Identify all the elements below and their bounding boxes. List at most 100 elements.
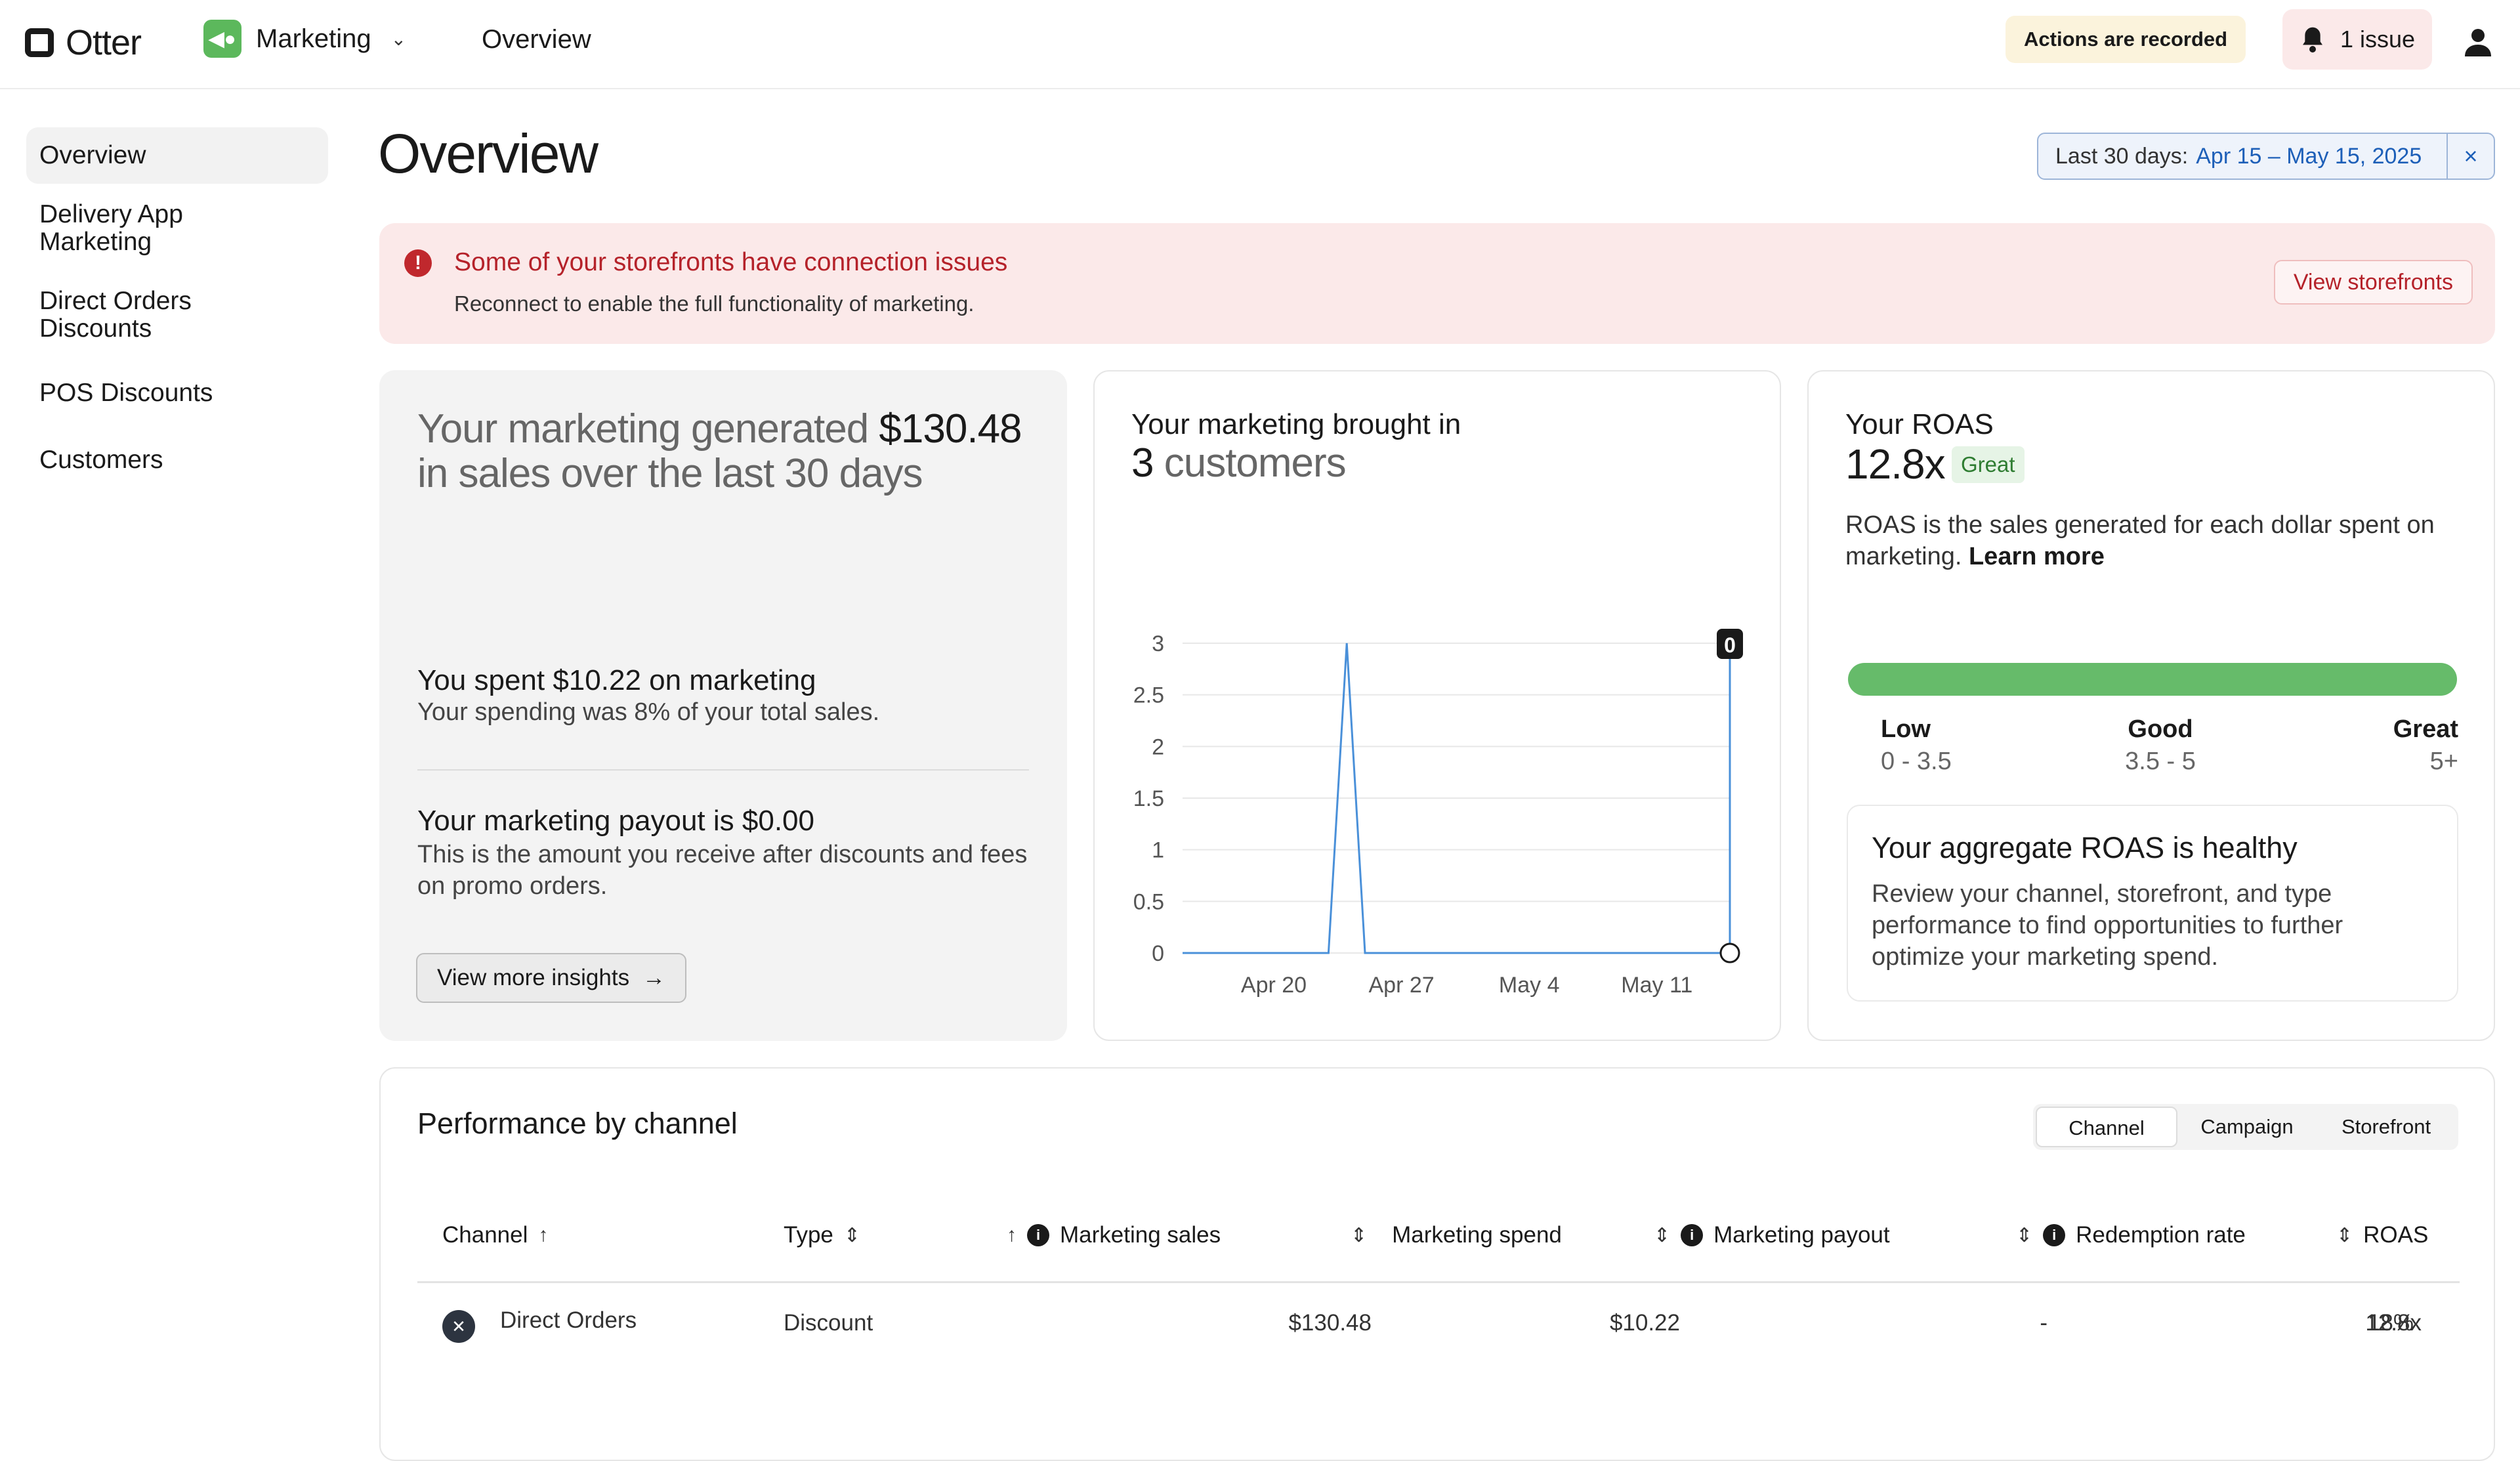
arrow-right-icon: → (642, 965, 666, 990)
app-name: Marketing (256, 24, 371, 53)
tab-storefront[interactable]: Storefront (2341, 1115, 2431, 1138)
tooltip-value: 0 (1724, 633, 1736, 657)
bell-icon (2302, 27, 2322, 53)
learn-more-link[interactable]: Learn more (1968, 543, 2105, 570)
user-icon[interactable] (2462, 26, 2494, 58)
cell-roas: 12.8x (2365, 1310, 2422, 1336)
sales-card: Your marketing generated $130.48 in sale… (379, 370, 1067, 1041)
issues-button[interactable]: 1 issue (2282, 9, 2432, 70)
tab-campaign[interactable]: Campaign (2200, 1115, 2294, 1138)
view-storefronts-button[interactable]: View storefronts (2273, 260, 2473, 305)
customers-line-chart: 0 0.5 1 1.5 2 2.5 3 Apr 20 Apr 27 May 4 May 11 0 (1133, 629, 1743, 998)
hover-point (1719, 942, 1740, 963)
column-header-channel[interactable]: Channel ↑ (442, 1222, 548, 1248)
x-tick-label: Apr 27 (1369, 973, 1435, 998)
alert-text: Reconnect to enable the full functionali… (454, 291, 975, 316)
column-header-marketing-sales[interactable]: ↑ i Marketing sales (1007, 1222, 1221, 1248)
level-range: 3.5 - 5 (2125, 748, 2196, 775)
cell-marketing-payout: - (2040, 1310, 2048, 1336)
y-tick-label: 1 (1152, 838, 1164, 863)
level-range: 5+ (2429, 748, 2458, 775)
roas-level-great: Great 5+ (2340, 715, 2458, 776)
sort-icon: ⇕ (2016, 1224, 2033, 1246)
tab-channel[interactable]: Channel (2036, 1107, 2177, 1147)
column-header-marketing-spend[interactable]: ⇕ Marketing spend (1351, 1222, 1562, 1248)
sales-pre: Your marketing generated (417, 406, 869, 452)
sort-icon: ⇕ (1351, 1224, 1368, 1246)
level-name: Great (2393, 715, 2458, 743)
column-label: Channel (442, 1222, 528, 1248)
info-icon: i (2043, 1224, 2066, 1246)
date-range-label: Last 30 days: (2055, 143, 2189, 169)
roas-health-title: Your aggregate ROAS is healthy (1872, 831, 2298, 864)
error-icon: ! (404, 249, 432, 277)
sort-icon: ⇕ (843, 1224, 861, 1246)
y-tick-label: 2.5 (1133, 683, 1164, 708)
y-tick-label: 0.5 (1133, 889, 1164, 914)
column-label: Marketing sales (1060, 1222, 1221, 1248)
otter-logo[interactable]: Otter (25, 22, 142, 63)
roas-level-low: Low 0 - 3.5 (1881, 715, 1952, 776)
utensils-icon: ✕ (442, 1310, 475, 1343)
payout-title: Your marketing payout is $0.00 (417, 805, 814, 837)
sidebar-item-pos-discounts[interactable]: POS Discounts (39, 379, 213, 407)
y-tick-label: 1.5 (1133, 786, 1164, 811)
view-more-insights-label: View more insights (437, 965, 630, 990)
level-range: 0 - 3.5 (1881, 748, 1952, 775)
customers-series-line (1183, 643, 1730, 954)
column-label: ROAS (2363, 1222, 2429, 1248)
roas-level-good: Good 3.5 - 5 (2121, 715, 2200, 776)
performance-section: Performance by channel Channel Campaign … (379, 1067, 2495, 1461)
tooltip-bubble (1717, 629, 1743, 659)
sidebar-item-overview[interactable]: Overview (26, 127, 328, 184)
column-header-redemption-rate[interactable]: ⇕ i Redemption rate (2016, 1222, 2246, 1248)
date-range-filter[interactable]: Last 30 days: Apr 15 – May 15, 2025 × (2037, 133, 2495, 180)
roas-desc-text: ROAS is the sales generated for each dol… (1845, 511, 2435, 570)
performance-title: Performance by channel (417, 1107, 738, 1140)
spent-title: You spent $10.22 on marketing (417, 664, 816, 696)
column-label: Type (784, 1222, 833, 1248)
roas-description: ROAS is the sales generated for each dol… (1845, 509, 2475, 572)
customers-label: customers (1164, 440, 1347, 486)
customers-count: 3 (1131, 440, 1154, 486)
sidebar-item-direct-orders-discounts[interactable]: Direct Orders Discounts (39, 287, 192, 343)
roas-scale-bar (1848, 663, 2457, 696)
roas-badge: Great (1952, 446, 2025, 483)
sidebar: Overview Delivery App Marketing Direct O… (26, 127, 328, 491)
column-header-marketing-payout[interactable]: ⇕ i Marketing payout (1654, 1222, 1890, 1248)
y-tick-label: 0 (1152, 941, 1164, 966)
issues-count: 1 issue (2340, 26, 2416, 53)
connection-alert: ! Some of your storefronts have connecti… (379, 223, 2495, 344)
marketing-app-icon: ◀● (203, 20, 242, 58)
y-tick-label: 2 (1152, 734, 1164, 759)
sort-icon: ⇕ (1654, 1224, 1671, 1246)
column-header-type[interactable]: Type ⇕ (784, 1222, 860, 1248)
cell-redemption-rate: 18% (2367, 1310, 2414, 1336)
y-tick-label: 3 (1152, 631, 1164, 656)
close-icon[interactable]: × (2446, 134, 2494, 179)
top-bar: Otter ◀● Marketing ⌄ Overview Actions ar… (0, 0, 2520, 89)
sidebar-item-customers[interactable]: Customers (39, 446, 163, 474)
date-range-value: Apr 15 – May 15, 2025 (2196, 143, 2422, 169)
performance-segmented-control: Channel Campaign Storefront (2033, 1104, 2458, 1150)
payout-subtext: This is the amount you receive after dis… (417, 841, 1028, 900)
divider (417, 769, 1029, 771)
roas-health-text: Review your channel, storefront, and typ… (1872, 880, 2343, 971)
sidebar-item-delivery-app-marketing[interactable]: Delivery App Marketing (39, 200, 183, 256)
sales-post: in sales over the last 30 days (417, 451, 923, 496)
app-switcher[interactable]: ◀● Marketing ⌄ (203, 20, 406, 58)
cell-marketing-spend: $10.22 (1609, 1310, 1680, 1336)
sort-icon: ⇕ (2336, 1224, 2353, 1246)
column-header-roas[interactable]: ⇕ ROAS (2336, 1222, 2428, 1248)
sales-headline: Your marketing generated $130.48 in sale… (417, 407, 1034, 496)
column-label: Marketing spend (1392, 1222, 1562, 1248)
roas-card: Your ROAS 12.8x Great ROAS is the sales … (1807, 370, 2495, 1041)
view-more-insights-button[interactable]: View more insights → (416, 953, 687, 1003)
level-name: Low (1881, 715, 1931, 743)
level-name: Good (2128, 715, 2193, 743)
column-label: Redemption rate (2076, 1222, 2246, 1248)
sales-amount: $130.48 (879, 406, 1022, 452)
info-icon: i (1027, 1224, 1049, 1246)
cell-marketing-sales: $130.48 (1288, 1310, 1372, 1336)
